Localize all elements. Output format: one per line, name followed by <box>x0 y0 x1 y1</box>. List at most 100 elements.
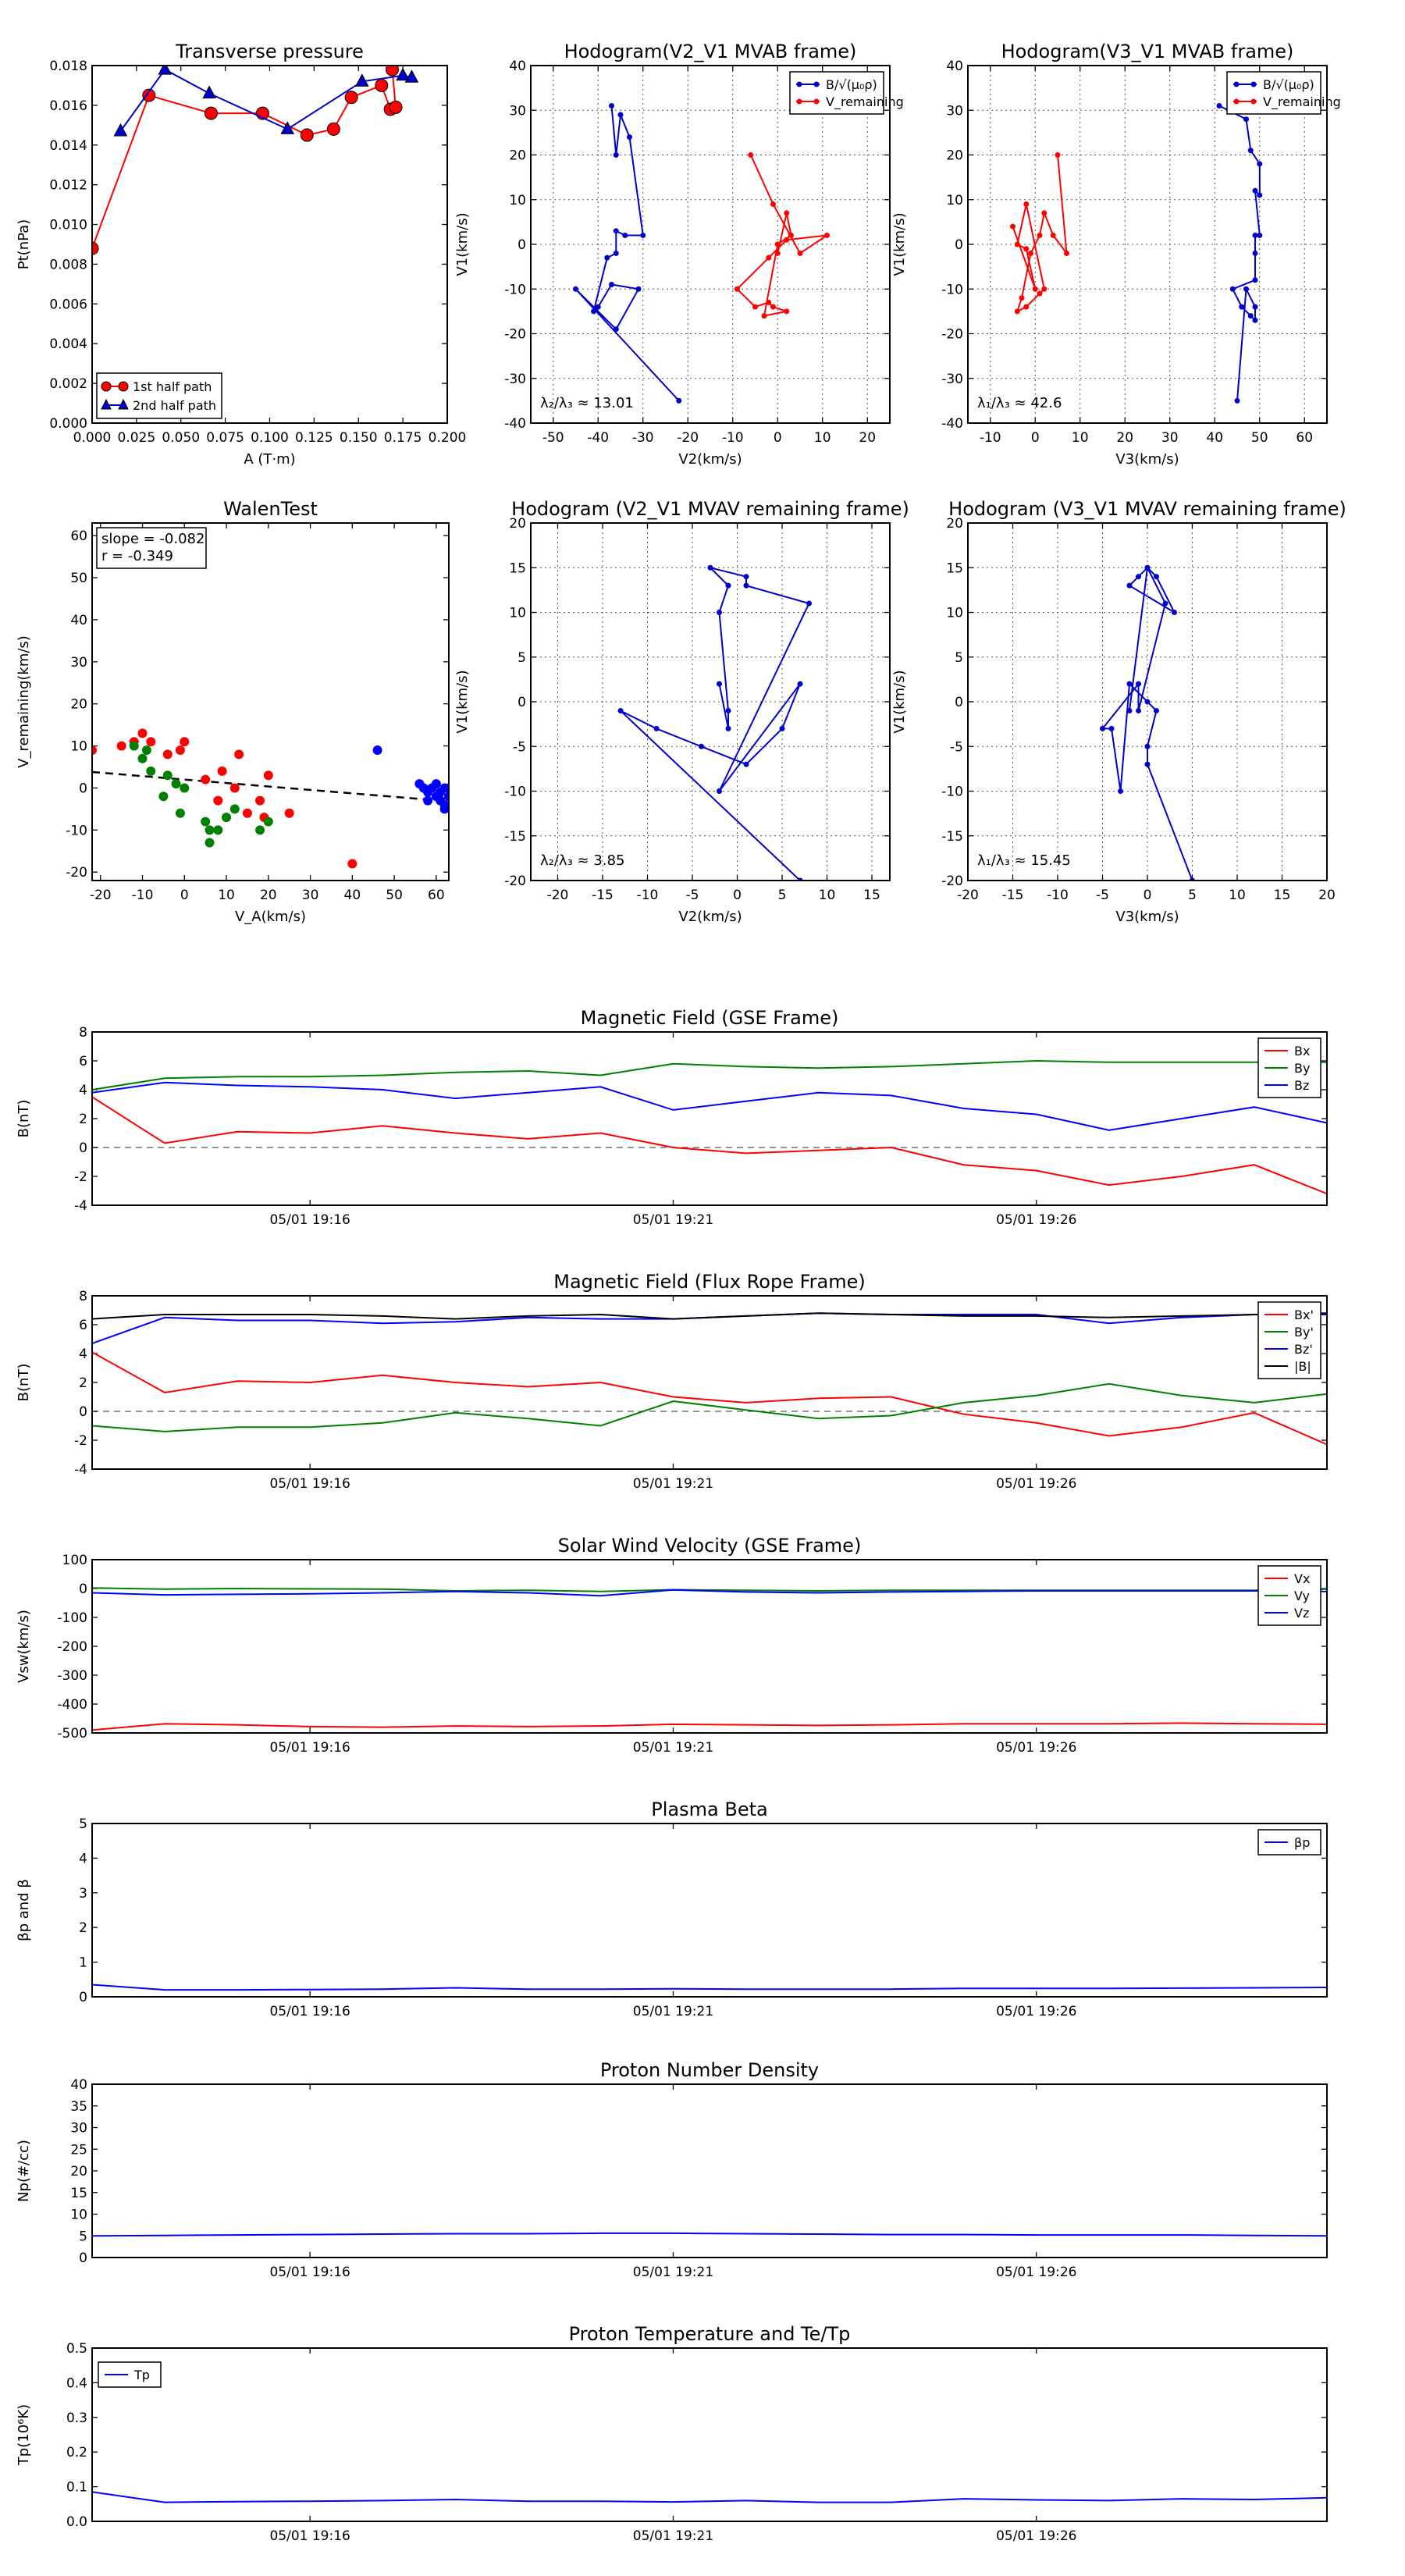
legend-label: B/√(μ₀ρ) <box>826 77 877 92</box>
stats-text: slope = -0.082 <box>101 531 205 547</box>
y-tick-label: 4 <box>79 1347 87 1362</box>
scatter-point <box>213 795 223 806</box>
x-tick-label: 05/01 19:16 <box>269 2528 350 2544</box>
x-tick-label: -10 <box>132 888 154 903</box>
data-point <box>1014 241 1020 247</box>
x-tick-label: 10 <box>218 888 235 903</box>
scatter-point <box>129 741 139 751</box>
x-tick-label: 05/01 19:21 <box>633 2528 713 2544</box>
plot-frame <box>91 522 450 881</box>
x-tick-label: 0.125 <box>295 430 333 446</box>
data-point <box>609 103 614 109</box>
data-point <box>1257 233 1263 239</box>
data-point <box>1252 233 1258 239</box>
legend-label: V_remaining <box>1263 94 1341 110</box>
y-tick-label: 20 <box>509 516 526 532</box>
y-tick-label: 3 <box>79 1886 87 1902</box>
data-point <box>595 304 601 310</box>
data-point <box>404 69 419 83</box>
y-tick-label: 0.2 <box>66 2445 87 2460</box>
x-tick-label: 05/01 19:26 <box>996 1740 1076 1756</box>
y-tick-label: -10 <box>941 785 963 800</box>
scatter-point <box>141 745 151 755</box>
y-axis-label: Pt(nPa) <box>16 219 32 269</box>
stats-box <box>96 527 207 569</box>
x-tick-label: 0 <box>1144 888 1152 903</box>
plot-frame <box>91 1823 1328 1998</box>
y-tick-label: 50 <box>70 571 87 586</box>
x-tick-label: 0.050 <box>162 430 200 446</box>
x-tick-label: 05/01 19:21 <box>633 1740 713 1756</box>
series-line <box>92 1382 1327 1432</box>
data-point <box>774 250 781 256</box>
plot-frame <box>967 522 1328 881</box>
data-point <box>142 88 156 102</box>
scatter-point <box>436 795 446 806</box>
y-tick-label: 60 <box>70 528 87 544</box>
legend-marker <box>796 81 802 87</box>
data-point <box>1037 290 1043 297</box>
data-point <box>1162 600 1168 607</box>
y-tick-label: 15 <box>509 560 526 576</box>
data-point <box>1172 610 1177 615</box>
y-tick-label: 2 <box>79 1112 87 1127</box>
data-point <box>797 681 803 687</box>
y-tick-label: -10 <box>504 785 526 800</box>
plot-area <box>617 564 812 881</box>
data-point <box>1010 223 1016 229</box>
legend-label: Vy <box>1294 1589 1310 1603</box>
y-tick-label: 0.008 <box>49 257 87 272</box>
y-tick-label: 0 <box>79 781 87 796</box>
data-point <box>1257 192 1263 198</box>
scatter-point <box>229 783 240 793</box>
y-tick-label: -20 <box>504 873 526 889</box>
y-tick-label: -30 <box>941 372 963 387</box>
series-line <box>1012 155 1068 313</box>
scatter-point <box>201 774 211 785</box>
data-point <box>1144 743 1151 749</box>
y-tick-label: 6 <box>79 1318 87 1333</box>
data-point <box>1041 286 1048 292</box>
y-tick-label: -30 <box>504 372 526 387</box>
y-tick-label: 20 <box>509 148 526 164</box>
x-axis-label: A (T·m) <box>244 451 295 468</box>
data-point <box>1154 707 1159 713</box>
data-point <box>1229 286 1236 292</box>
data-point <box>326 122 340 136</box>
series-line <box>92 1059 1327 1091</box>
y-tick-label: 0 <box>79 2250 87 2266</box>
data-point <box>1136 681 1141 687</box>
x-axis-label: V3(km/s) <box>1115 909 1179 925</box>
y-axis-label: V_remaining(km/s) <box>16 635 32 768</box>
magnetic-field-fluxrope-chart: Magnetic Field (Flux Rope Frame) -4 -2 0 2 4 6… <box>16 1271 1328 1492</box>
y-tick-label: 0.002 <box>49 376 87 392</box>
data-point <box>1252 187 1258 194</box>
x-tick-label: 05/01 19:26 <box>996 2265 1076 2280</box>
x-tick-label: -20 <box>547 888 569 903</box>
data-point <box>1252 250 1258 256</box>
plasma-beta-chart: Plasma Beta 0 1 2 3 4 5 05/01 19:16 05/01 19:21 0… <box>16 1799 1328 2019</box>
y-tick-label: 8 <box>79 1289 87 1304</box>
y-tick-label: 20 <box>946 148 963 164</box>
legend: Tp <box>98 2361 162 2388</box>
data-point <box>1028 250 1033 256</box>
plot-frame <box>967 65 1328 424</box>
data-point <box>774 241 781 247</box>
data-point <box>92 241 99 255</box>
plot-area <box>92 66 419 255</box>
y-tick-label: -20 <box>941 327 963 343</box>
x-tick-label: -5 <box>686 888 699 903</box>
y-tick-label: 0 <box>79 1404 87 1420</box>
scatter-point <box>234 749 244 760</box>
x-tick-label: -15 <box>592 888 614 903</box>
data-point <box>573 286 578 292</box>
data-point <box>784 210 790 216</box>
y-tick-label: 20 <box>70 2164 87 2179</box>
x-tick-label: 05/01 19:26 <box>996 1212 1076 1228</box>
plot-area <box>1010 103 1263 404</box>
series-line <box>92 1722 1327 1731</box>
legend-marker <box>101 381 112 392</box>
series-line <box>92 2232 1327 2237</box>
plot-area <box>1100 564 1195 881</box>
scatter-point <box>158 792 169 802</box>
